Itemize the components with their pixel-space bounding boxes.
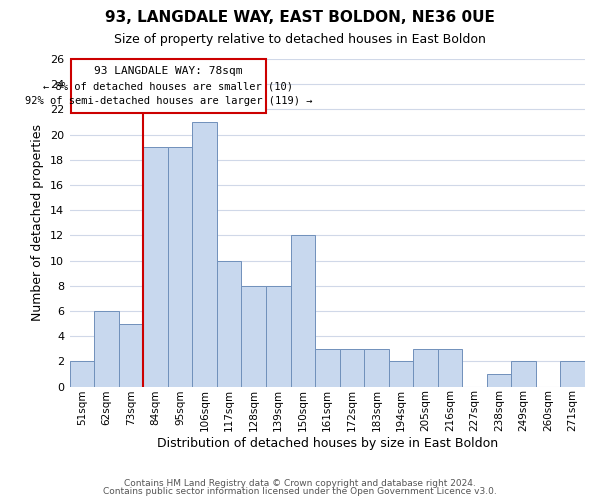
Bar [143, 147, 168, 386]
Text: Contains HM Land Registry data © Crown copyright and database right 2024.: Contains HM Land Registry data © Crown c… [124, 478, 476, 488]
Bar [340, 348, 364, 387]
Bar [560, 362, 585, 386]
Bar [438, 348, 462, 387]
Bar [70, 362, 94, 386]
Bar [266, 286, 290, 386]
Bar [413, 348, 438, 387]
Bar [487, 374, 511, 386]
Text: 93 LANGDALE WAY: 78sqm: 93 LANGDALE WAY: 78sqm [94, 66, 242, 76]
Y-axis label: Number of detached properties: Number of detached properties [31, 124, 44, 322]
Text: ← 8% of detached houses are smaller (10): ← 8% of detached houses are smaller (10) [43, 81, 293, 91]
Text: Contains public sector information licensed under the Open Government Licence v3: Contains public sector information licen… [103, 487, 497, 496]
Bar [193, 122, 217, 386]
X-axis label: Distribution of detached houses by size in East Boldon: Distribution of detached houses by size … [157, 437, 498, 450]
Bar [511, 362, 536, 386]
Bar [94, 311, 119, 386]
Bar [119, 324, 143, 386]
Text: 92% of semi-detached houses are larger (119) →: 92% of semi-detached houses are larger (… [25, 96, 312, 106]
Text: Size of property relative to detached houses in East Boldon: Size of property relative to detached ho… [114, 32, 486, 46]
Bar [241, 286, 266, 386]
Bar [389, 362, 413, 386]
FancyBboxPatch shape [71, 59, 266, 113]
Bar [168, 147, 193, 386]
Bar [217, 260, 241, 386]
Bar [290, 236, 315, 386]
Text: 93, LANGDALE WAY, EAST BOLDON, NE36 0UE: 93, LANGDALE WAY, EAST BOLDON, NE36 0UE [105, 10, 495, 25]
Bar [364, 348, 389, 387]
Bar [315, 348, 340, 387]
